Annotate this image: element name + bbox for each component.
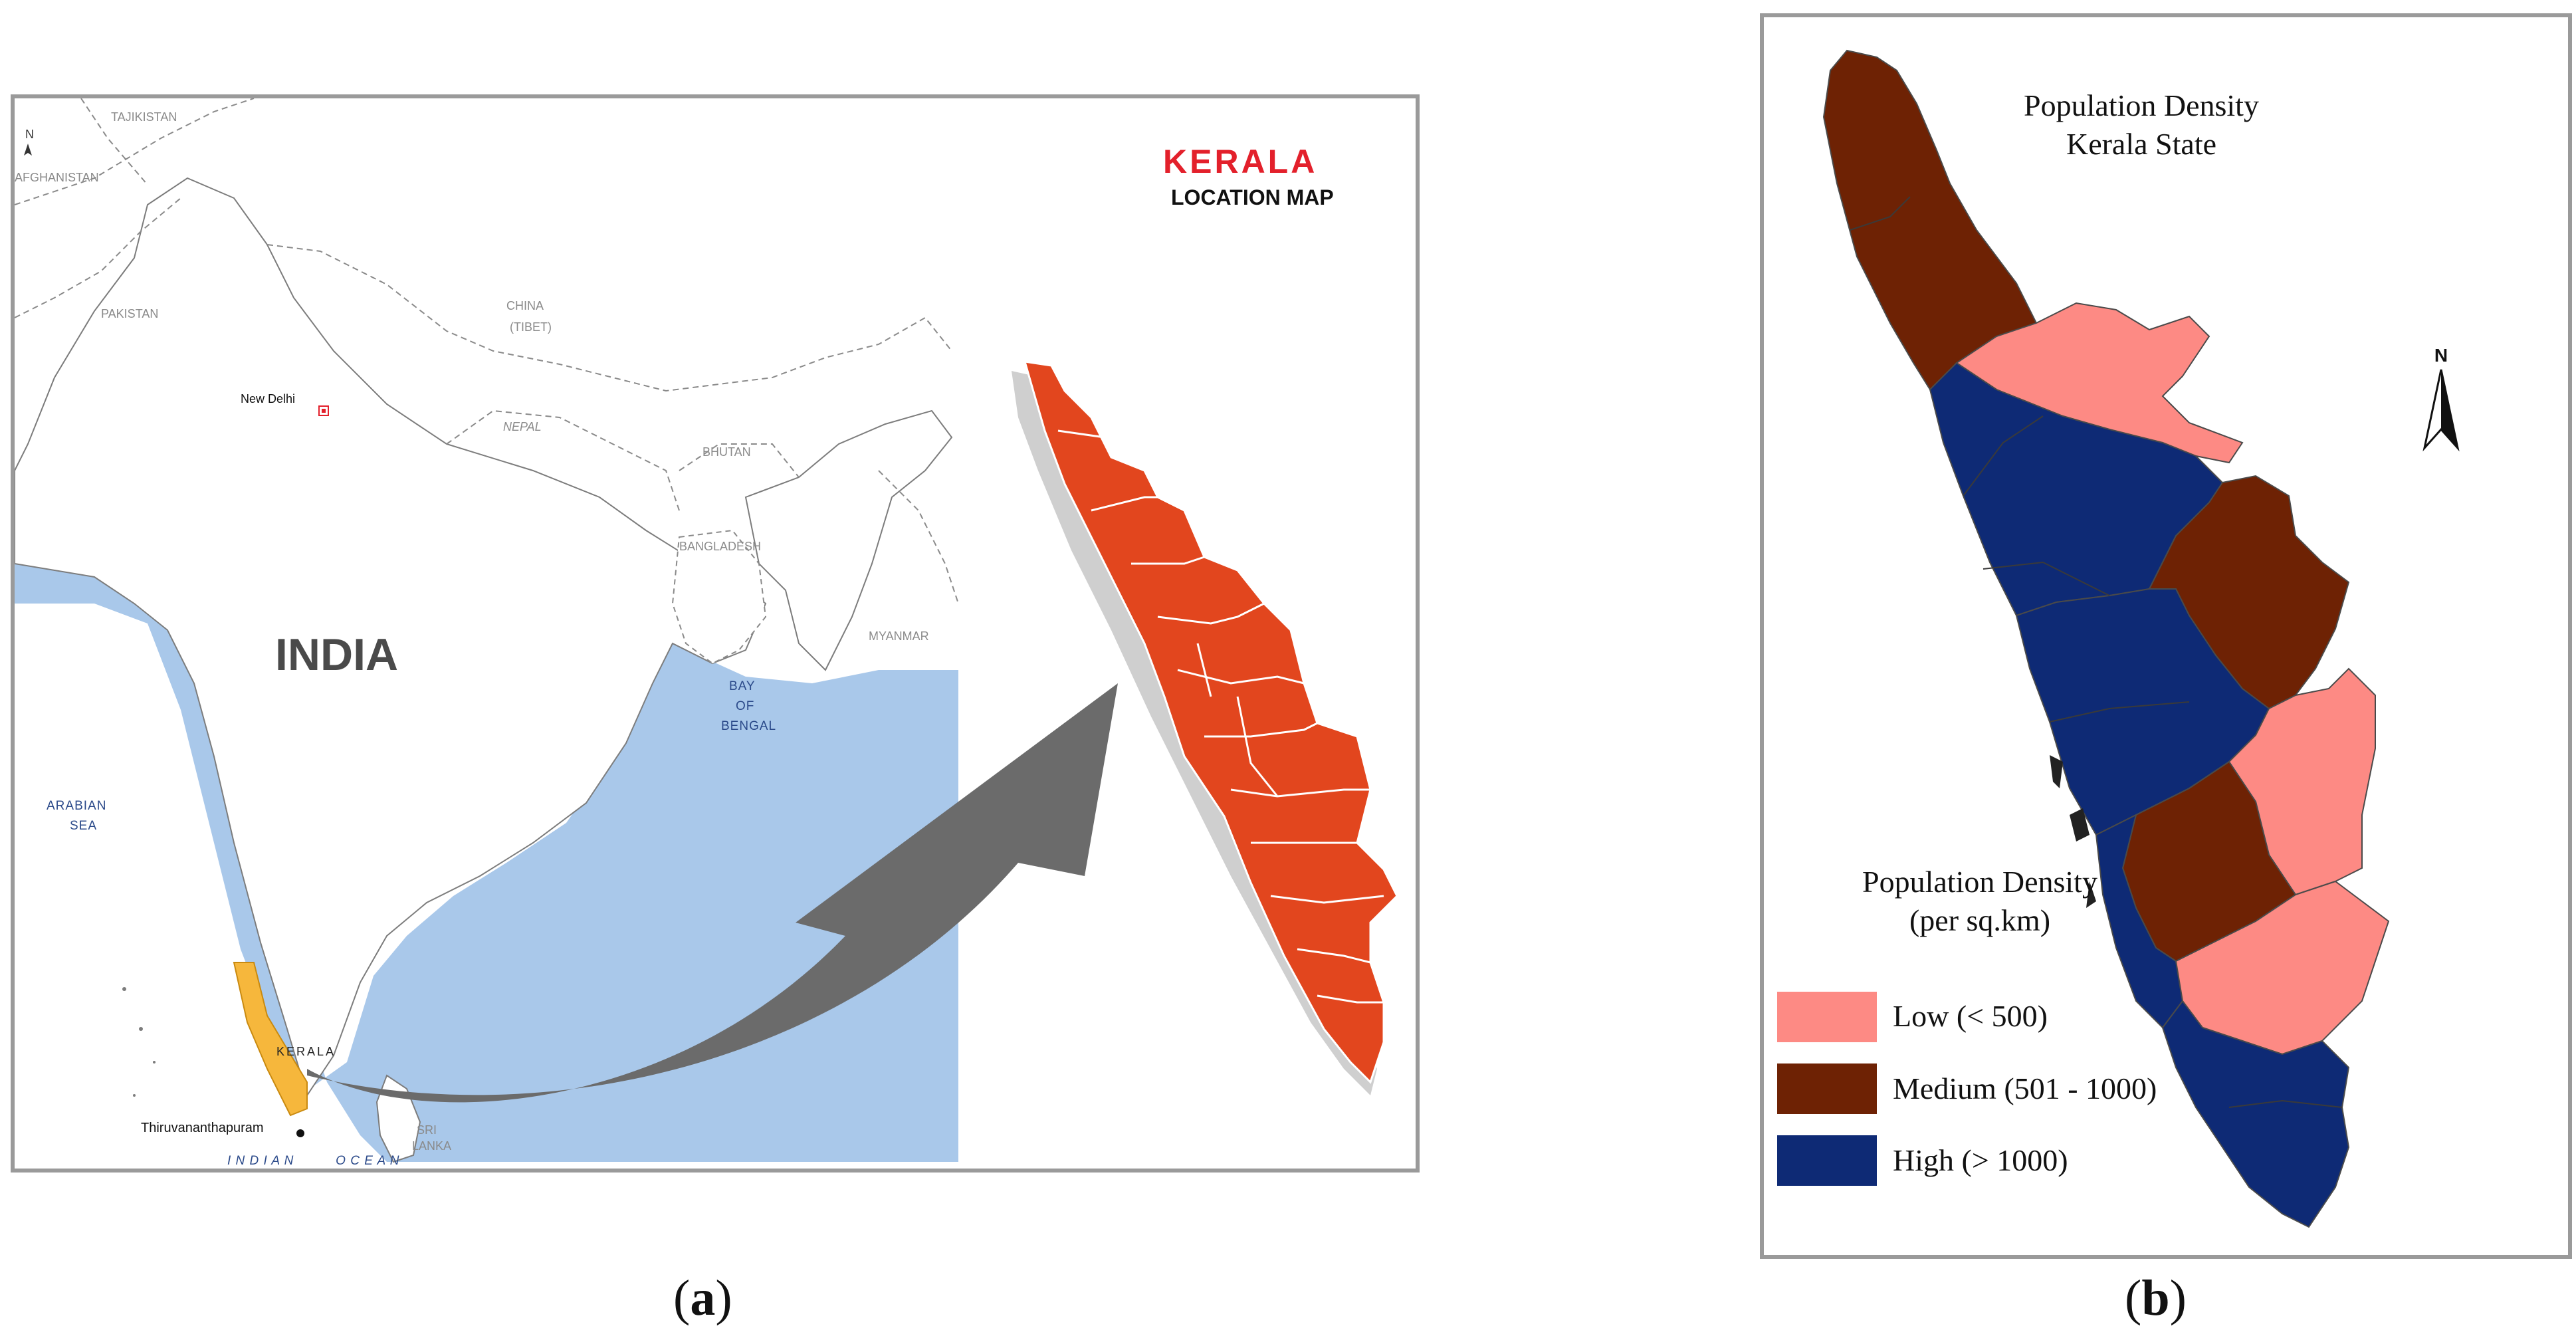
label-indian-ocean: I N D I A N O C E A N (227, 1154, 399, 1168)
caption-a-close: ) (715, 1270, 732, 1326)
population-density-map-panel: Population Density Kerala State N Popula… (1760, 13, 2572, 1259)
label-of: OF (736, 699, 754, 713)
label-bhutan: BHUTAN (702, 445, 751, 459)
caption-b-open: ( (2125, 1270, 2142, 1326)
caption-b: (b) (2125, 1270, 2187, 1327)
northeast-landmass (744, 409, 953, 671)
north-label: N (2434, 345, 2448, 366)
caption-b-close: ) (2169, 1270, 2187, 1326)
legend-swatch-high (1777, 1135, 1877, 1186)
legend-swatch-low (1777, 992, 1877, 1042)
label-tibet: (TIBET) (510, 320, 552, 334)
legend-item-high: High (> 1000) (1777, 1135, 2068, 1186)
pointer-arrow (307, 683, 1118, 1103)
region-kollam-high (2161, 1000, 2350, 1228)
north-arrow-icon (24, 144, 32, 156)
legend-item-low: Low (< 500) (1777, 992, 2048, 1042)
population-density-map: Population Density Kerala State N Popula… (1777, 49, 2460, 1228)
legend-subtitle: (per sq.km) (1909, 903, 2050, 937)
district-boundaries (1850, 196, 2343, 1108)
north-label: N (25, 128, 34, 141)
legend-label-medium: Medium (501 - 1000) (1893, 1071, 2157, 1105)
label-lanka: LANKA (412, 1139, 451, 1153)
label-nepal: NEPAL (503, 420, 542, 433)
label-arabian-sea: SEA (70, 819, 97, 833)
legend-title: Population Density (1862, 865, 2097, 899)
legend-item-medium: Medium (501 - 1000) (1777, 1063, 2157, 1114)
label-pakistan: PAKISTAN (101, 307, 158, 320)
city-marker-icon (296, 1129, 304, 1137)
backwater-marks (2050, 755, 2096, 908)
map-title: Population Density (2024, 88, 2259, 122)
international-borders (15, 98, 959, 604)
legend-label-low: Low (< 500) (1893, 999, 2048, 1033)
label-kerala-small: KERALA (276, 1045, 336, 1058)
caption-a-letter: a (690, 1270, 716, 1326)
label-sri: SRI (417, 1123, 437, 1137)
caption-b-letter: b (2141, 1270, 2170, 1326)
india-location-map: N TAJIKISTAN AFGHANISTAN PAKISTAN CHINA … (15, 98, 1398, 1168)
label-india: INDIA (275, 629, 398, 680)
legend-label-high: High (> 1000) (1893, 1143, 2068, 1177)
legend-swatch-medium (1777, 1063, 1877, 1114)
map-subtitle: Kerala State (2066, 127, 2216, 161)
label-afghanistan: AFGHANISTAN (15, 171, 99, 184)
india-location-map-panel: N TAJIKISTAN AFGHANISTAN PAKISTAN CHINA … (11, 94, 1420, 1173)
kerala-highlight (233, 962, 308, 1117)
label-myanmar: MYANMAR (869, 629, 929, 643)
label-china: CHINA (506, 299, 544, 312)
bangladesh-landmass (671, 529, 767, 665)
label-bay: BAY (729, 679, 756, 693)
label-bangladesh: BANGLADESH (679, 540, 761, 553)
label-thiruvananthapuram: Thiruvananthapuram (141, 1121, 264, 1135)
caption-a: (a) (673, 1270, 732, 1327)
label-arabian: ARABIAN (47, 799, 106, 813)
label-new-delhi: New Delhi (241, 392, 295, 405)
caption-a-open: ( (673, 1270, 691, 1326)
lakshadweep-islands (122, 987, 156, 1097)
map-subtitle: LOCATION MAP (1171, 185, 1334, 209)
map-title: KERALA (1163, 143, 1317, 180)
kerala-district-boundaries (1057, 429, 1384, 1004)
label-bengal: BENGAL (721, 719, 776, 733)
label-tajikistan: TAJIKISTAN (111, 110, 177, 124)
sea-area (15, 564, 958, 1162)
